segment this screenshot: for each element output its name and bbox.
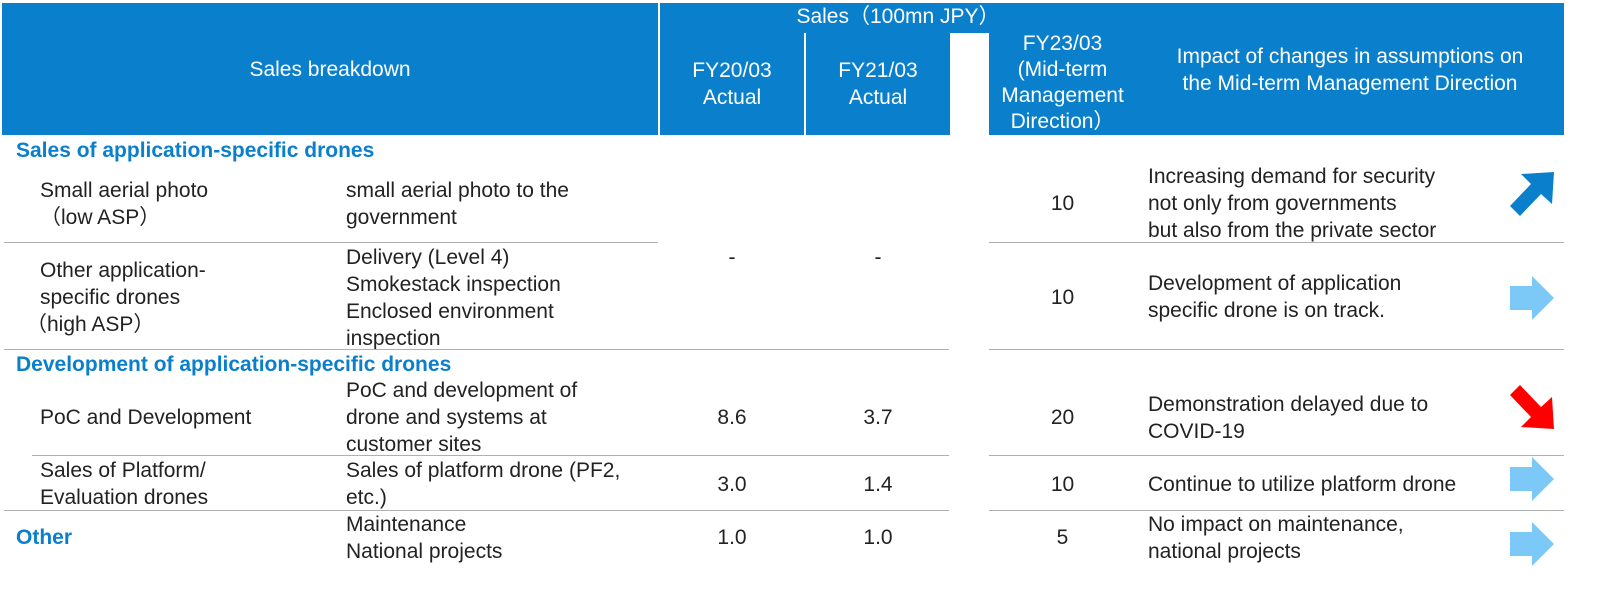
row-impact: Increasing demand for security not only f… bbox=[1148, 165, 1437, 242]
row-fy21-value: - bbox=[874, 246, 882, 269]
section-title: Development of application-specific dron… bbox=[16, 353, 452, 376]
row-divider bbox=[32, 455, 949, 456]
row-divider bbox=[4, 242, 658, 243]
row-fy21-value: 1.4 bbox=[863, 473, 893, 496]
row-divider bbox=[4, 510, 949, 511]
header-band-impact bbox=[1136, 3, 1564, 135]
header-fy20: FY20/03 Actual bbox=[692, 59, 772, 109]
section-title: Sales of application-specific drones bbox=[16, 139, 375, 162]
row-detail: Sales of platform drone (PF2, etc.) bbox=[346, 459, 621, 509]
row-detail: small aerial photo to the government bbox=[346, 179, 569, 229]
arrow-right-icon bbox=[1510, 522, 1554, 566]
row-detail: Maintenance National projects bbox=[346, 513, 503, 563]
row-impact: Development of application specific drone… bbox=[1148, 272, 1402, 322]
row-divider bbox=[4, 349, 949, 350]
row-fy23-value: 20 bbox=[1050, 406, 1075, 429]
header-impact: Impact of changes in assumptions on the M… bbox=[1176, 45, 1524, 95]
row-fy20-value: 1.0 bbox=[717, 526, 747, 549]
row-impact: No impact on maintenance, national projec… bbox=[1148, 513, 1404, 563]
row-fy20-value: - bbox=[728, 246, 736, 269]
row-impact: Demonstration delayed due to COVID-19 bbox=[1148, 393, 1429, 443]
row-fy20-value: 8.6 bbox=[717, 406, 747, 429]
section-title: Other bbox=[16, 526, 73, 549]
row-fy23-value: 10 bbox=[1050, 192, 1075, 215]
header-fy21: FY21/03 Actual bbox=[838, 59, 918, 109]
arrow-down-right-icon bbox=[1510, 385, 1554, 429]
header-sales-breakdown: Sales breakdown bbox=[249, 57, 411, 81]
header-band-left bbox=[2, 3, 658, 135]
row-detail: PoC and development of drone and systems … bbox=[346, 379, 578, 456]
row-divider bbox=[989, 510, 1564, 511]
header-fy23: FY23/03 (Mid-term Management Direction） bbox=[1001, 32, 1124, 133]
header-band-fy21 bbox=[806, 33, 950, 135]
arrow-up-right-icon bbox=[1510, 172, 1554, 216]
header-sales-group: Sales（100mn JPY） bbox=[796, 5, 1000, 28]
row-item: PoC and Development bbox=[40, 406, 252, 429]
row-impact: Continue to utilize platform drone bbox=[1148, 473, 1457, 496]
row-detail: Delivery (Level 4) Smokestack inspection … bbox=[346, 246, 561, 350]
row-item: Other application-specific drones （high … bbox=[26, 259, 206, 336]
row-fy23-value: 10 bbox=[1050, 473, 1075, 496]
row-fy21-value: 1.0 bbox=[863, 526, 893, 549]
row-divider bbox=[989, 349, 1564, 350]
row-fy21-value: 3.7 bbox=[863, 406, 893, 429]
arrow-right-icon bbox=[1510, 457, 1554, 501]
row-item: Sales of Platform/Evaluation drones bbox=[40, 459, 209, 509]
row-divider bbox=[989, 455, 1564, 456]
row-item: Small aerial photo （low ASP） bbox=[40, 179, 209, 229]
header-band-fy20 bbox=[660, 33, 804, 135]
row-divider bbox=[989, 242, 1564, 243]
header-band-fy23 bbox=[989, 33, 1136, 135]
row-fy20-value: 3.0 bbox=[717, 473, 747, 496]
row-fy23-value: 10 bbox=[1050, 286, 1075, 309]
header-band-sales bbox=[660, 3, 1136, 33]
row-fy23-value: 5 bbox=[1056, 526, 1069, 549]
arrow-right-icon bbox=[1510, 276, 1554, 320]
